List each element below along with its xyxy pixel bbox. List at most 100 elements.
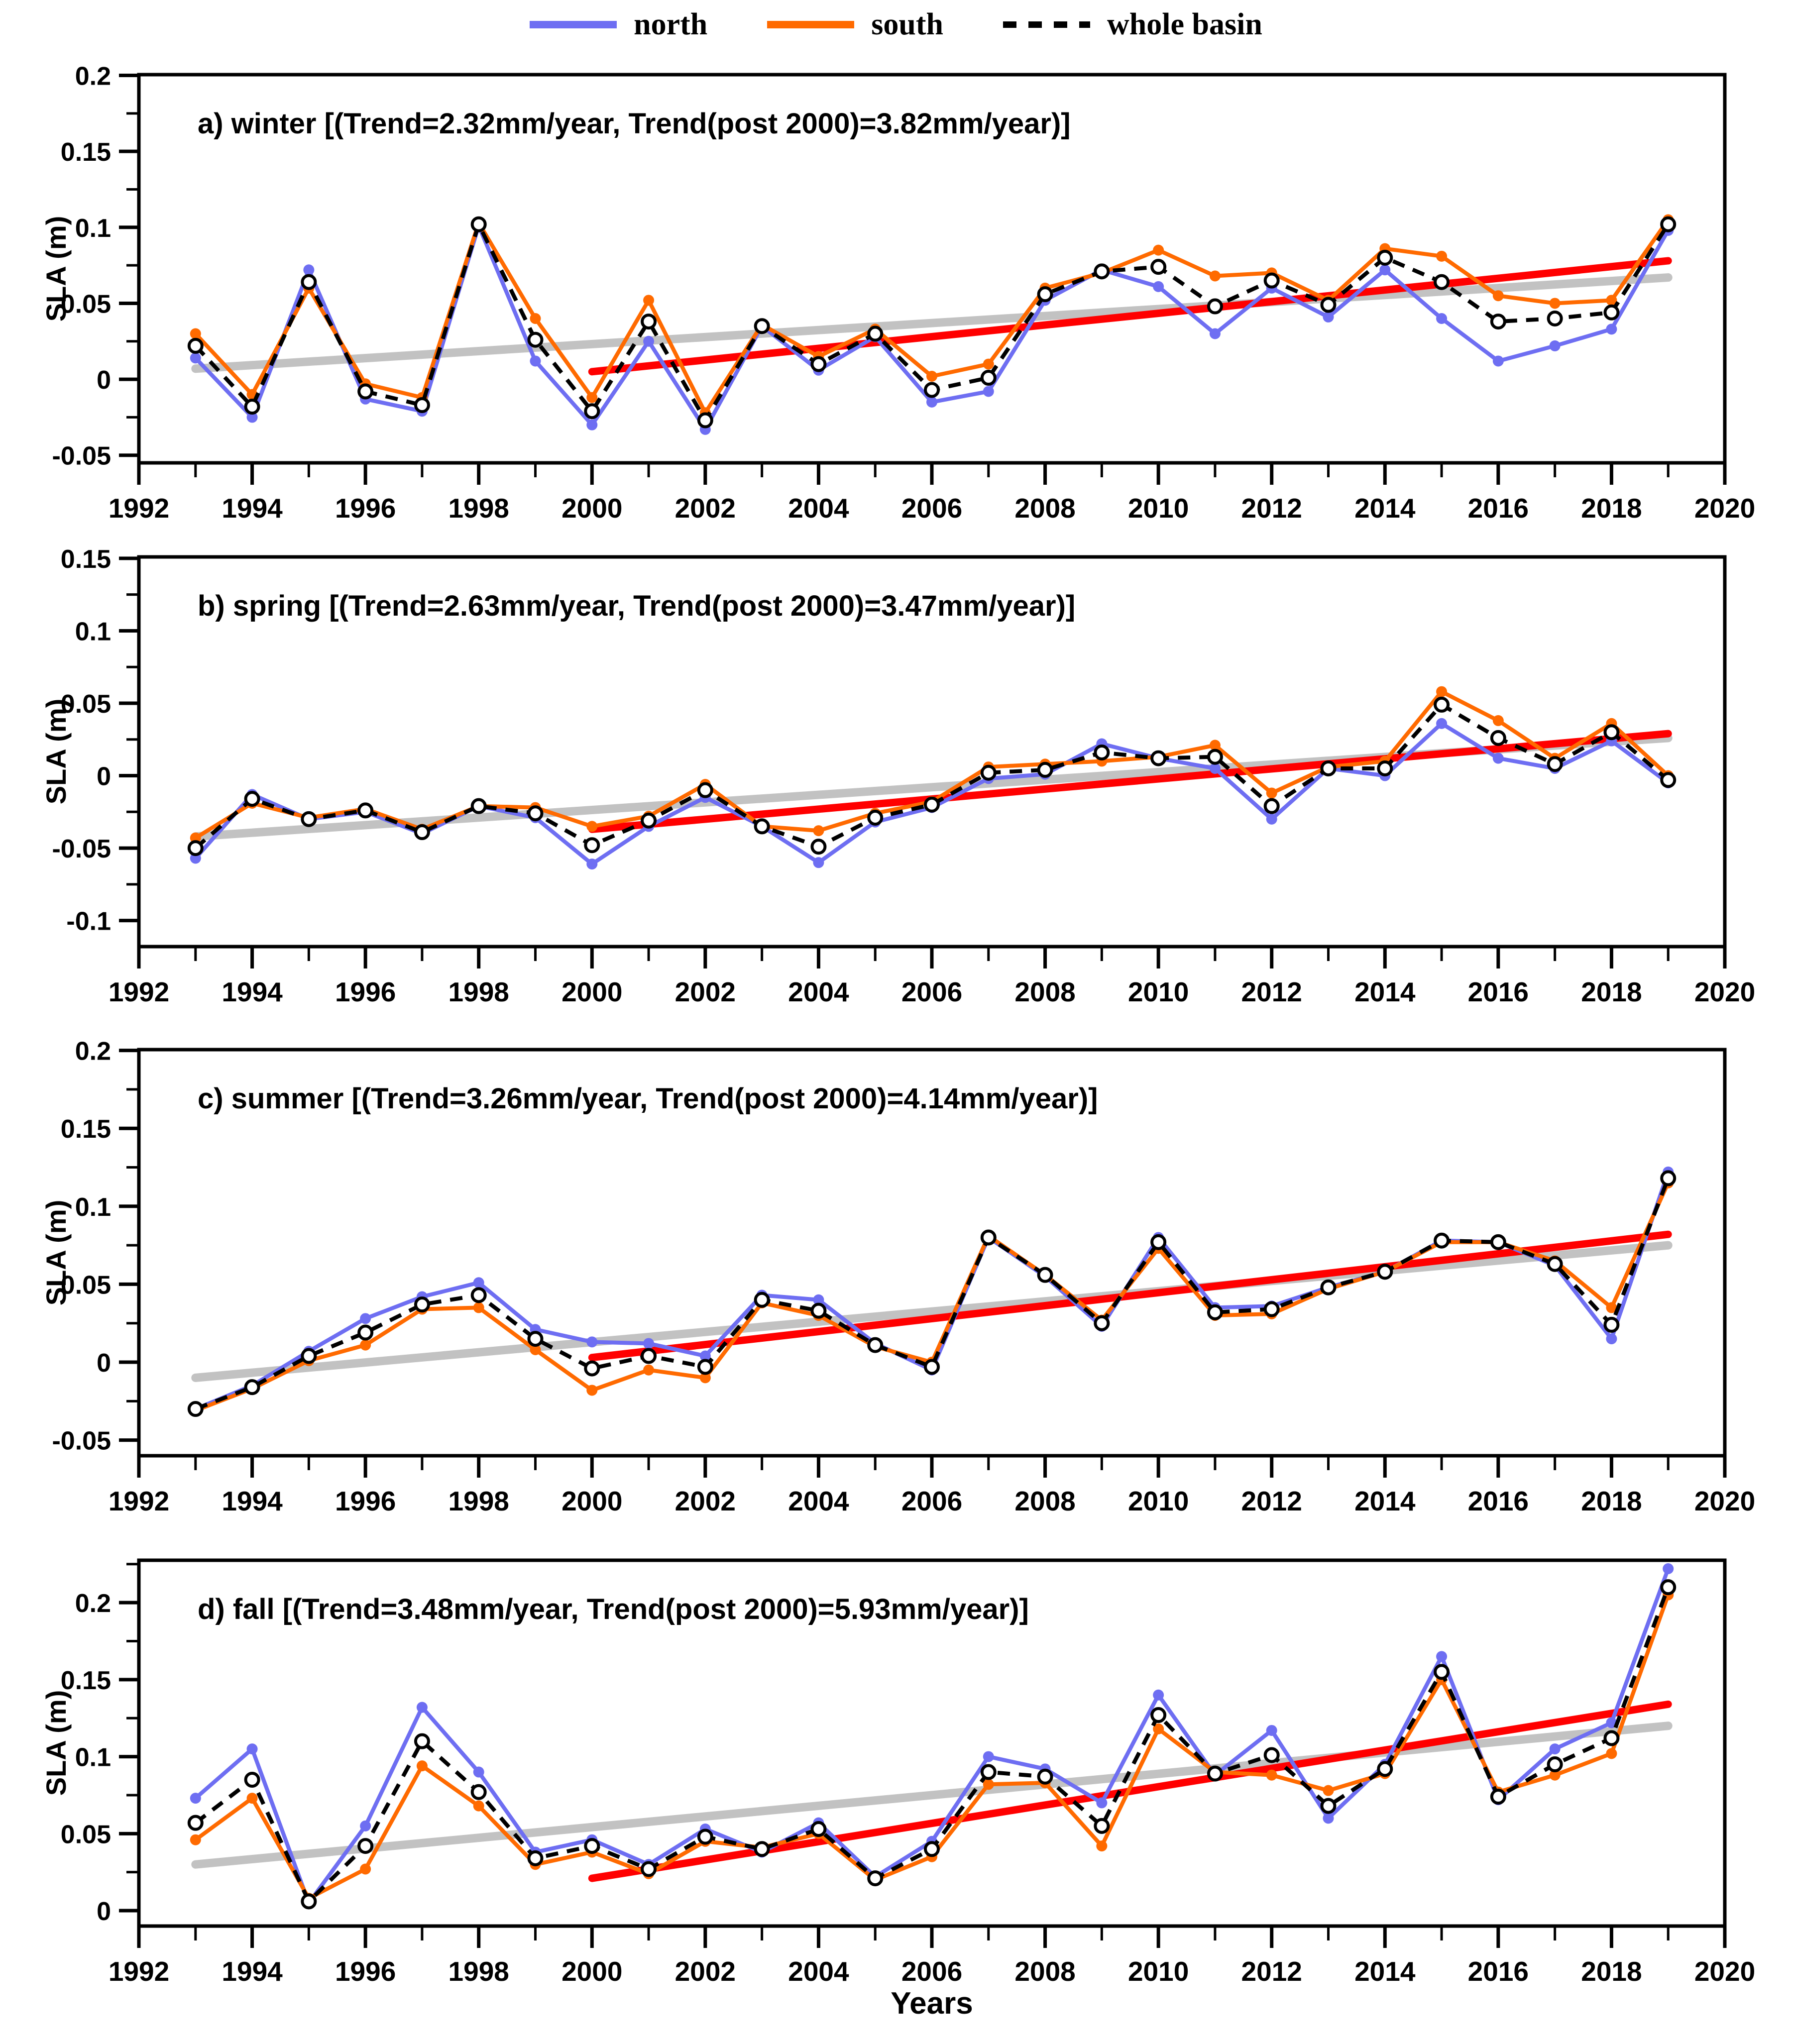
panel-title-d: d) fall [(Trend=3.48mm/year, Trend(post … [198,1593,1029,1625]
x-tick-label: 2012 [1241,1956,1302,1987]
north-point [246,1743,258,1755]
y-tick-label: 0.1 [75,214,111,243]
x-tick-label: 2010 [1128,493,1189,524]
panel-c-summer: 0.2 0.15 0.1 0.05 0 -0.05 1992 1994 1996 1998 2000… [52,1037,1755,1516]
whole-basin-point [1434,1664,1450,1680]
x-axis-title: Years [891,1986,973,2021]
x-tick-label: 2006 [901,1486,962,1516]
x-tick-label: 2002 [675,976,736,1007]
whole-basin-point [980,370,997,386]
whole-basin-point [1377,760,1393,776]
x-tick-label: 2006 [901,1956,962,1987]
north-point [1096,1797,1108,1809]
whole-basin-point [924,1359,940,1375]
y-tick-label: -0.05 [52,835,111,863]
x-axis-ticks: 1992 1994 1996 1998 2000 2002 2004 2006 2008 2010… [109,947,1755,1007]
north-point [473,1766,484,1778]
whole-basin-point [1094,1315,1110,1331]
whole-basin-point [867,809,884,826]
whole-basin-point [1320,1279,1337,1295]
x-tick-label: 2018 [1581,976,1642,1007]
trend-post-2000 [588,257,1672,376]
x-tick-label: 2008 [1014,493,1075,524]
whole-basin-point [414,397,430,413]
whole-basin-point [754,818,770,835]
whole-basin-point [1150,259,1167,275]
north-point [586,1336,598,1348]
legend-item-north: north [530,7,707,42]
y-tick-label: -0.05 [52,442,111,471]
whole-basin-point [1490,1234,1506,1250]
y-tick-label: -0.05 [52,1427,111,1456]
y-tick-label: 0 [97,762,111,791]
north-point [416,1702,428,1713]
x-tick-label: 2008 [1014,1956,1075,1987]
x-tick-label: 2010 [1128,1956,1189,1987]
x-tick-label: 2000 [561,493,622,524]
x-tick-label: 2008 [1014,1486,1075,1516]
whole-basin-point [584,1838,600,1854]
y-axis-ticks: 0.2 0.15 0.1 0.05 0 -0.05 [52,1037,139,1456]
whole-basin-point [1207,298,1223,315]
north-point [1436,718,1448,729]
south-point [983,1779,994,1790]
legend-label-whole-basin: whole basin [1107,7,1262,41]
whole-basin-point [357,383,374,400]
y-tick-label: 0.2 [75,1589,111,1618]
north-point [190,352,201,364]
whole-basin-markers [187,1579,1677,1910]
north-point [1266,813,1277,825]
y-tick-label: 0.15 [61,1666,111,1695]
x-axis-ticks: 1992 1994 1996 1998 2000 2002 2004 2006 2008 2010… [109,463,1755,524]
whole-basin-point [641,1348,657,1364]
whole-basin-point [1094,744,1110,760]
x-tick-label: 2014 [1354,1956,1416,1987]
whole-basin-point [1150,750,1167,766]
north-point [983,386,994,397]
whole-basin-point [1094,1818,1110,1834]
north-point [1549,1743,1561,1755]
north-point [190,1793,201,1804]
whole-basin-point [924,1841,940,1857]
south-point [190,328,201,339]
whole-basin-point [641,812,657,829]
whole-basin-point [1603,304,1620,321]
y-tick-label: 0 [97,1897,111,1926]
y-tick-label: 0.15 [61,138,111,167]
north-point [246,412,258,423]
south-point [1436,250,1448,262]
south-point [1492,715,1504,726]
y-tick-label: 0.05 [61,690,111,719]
whole-basin-point [867,325,884,342]
x-tick-label: 1996 [335,493,396,524]
legend-label-north: north [634,7,708,41]
whole-basin-point [697,782,713,798]
north-point [1606,323,1617,335]
whole-basin-point [414,824,430,841]
south-point [1153,244,1164,256]
x-tick-label: 2016 [1468,1486,1529,1516]
whole-basin-point [1603,1316,1620,1333]
north-line [194,721,1670,866]
whole-basin-point [1434,274,1450,290]
south-line-swatch-icon [767,21,855,28]
legend: north south whole basin [0,7,1792,42]
south-point [1606,1748,1617,1759]
whole-basin-point [357,1324,374,1341]
whole-basin-point [187,840,204,857]
y-tick-label: 0 [97,1349,111,1378]
south-point [360,1339,371,1351]
whole-basin-point [470,1784,487,1800]
x-tick-label: 1996 [335,976,396,1007]
panel-b-spring: 0.15 0.1 0.05 0 -0.05 -0.1 1992 1994 1996 1998 200… [52,545,1755,1007]
whole-basin-point [641,1861,657,1877]
whole-basin-point [187,1401,204,1417]
x-axis-ticks: 1992 1994 1996 1998 2000 2002 2004 2006 2008 2010… [109,1926,1755,1987]
south-point [416,1760,428,1772]
trend-post-2000 [588,730,1672,833]
north-point [1153,1689,1164,1701]
south-point [699,1372,711,1384]
north-point [473,1277,484,1289]
whole-basin-point [1434,1232,1450,1249]
x-tick-label: 2016 [1468,493,1529,524]
